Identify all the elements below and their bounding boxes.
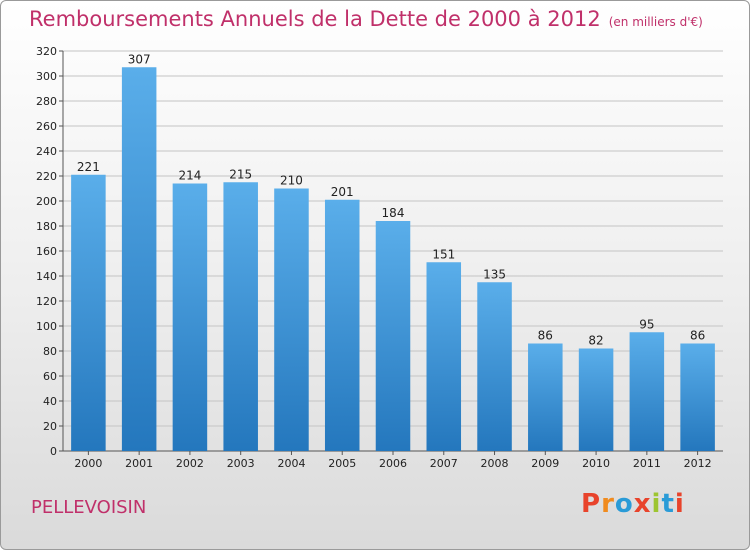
x-tick-label: 2008 <box>481 457 509 470</box>
bar <box>426 262 462 451</box>
logo-letter: o <box>614 489 634 519</box>
bar <box>528 343 563 451</box>
y-tick-label: 200 <box>36 195 57 208</box>
data-label: 221 <box>77 160 100 174</box>
x-tick-label: 2005 <box>328 457 356 470</box>
bar <box>324 199 360 451</box>
y-tick-label: 320 <box>36 45 57 58</box>
title-unit: (en milliers d'€) <box>608 15 703 29</box>
x-tick-label: 2000 <box>74 457 102 470</box>
bar <box>223 182 258 451</box>
x-tick-label: 2006 <box>379 457 407 470</box>
x-tick-label: 2007 <box>430 457 458 470</box>
y-tick-label: 40 <box>43 395 57 408</box>
bar <box>375 221 411 451</box>
data-label: 151 <box>432 247 455 261</box>
data-label: 184 <box>382 206 405 220</box>
logo-letter: r <box>601 489 615 519</box>
bar <box>477 282 512 451</box>
x-tick-label: 2012 <box>684 457 712 470</box>
bar <box>172 183 208 451</box>
x-tick-label: 2002 <box>176 457 204 470</box>
y-tick-label: 260 <box>36 120 57 133</box>
bar <box>629 332 665 451</box>
x-tick-label: 2009 <box>531 457 559 470</box>
y-tick-label: 280 <box>36 95 57 108</box>
title-text: Remboursements Annuels de la Dette de 20… <box>29 7 601 31</box>
logo-letter: i <box>651 489 662 519</box>
x-tick-label: 2004 <box>277 457 305 470</box>
data-label: 215 <box>229 167 252 181</box>
data-label: 214 <box>178 169 201 183</box>
y-tick-label: 80 <box>43 345 57 358</box>
logo-letter: x <box>633 489 652 519</box>
y-tick-label: 300 <box>36 70 57 83</box>
town-name: PELLEVOISIN <box>31 497 147 518</box>
bar <box>121 67 157 451</box>
logo-letter: t <box>661 489 675 519</box>
logo-letter: i <box>674 489 685 519</box>
chart-title: Remboursements Annuels de la Dette de 20… <box>29 7 703 31</box>
y-tick-label: 240 <box>36 145 57 158</box>
data-label: 82 <box>588 334 603 348</box>
x-tick-label: 2003 <box>227 457 255 470</box>
y-tick-label: 120 <box>36 295 57 308</box>
data-label: 95 <box>639 317 654 331</box>
bar <box>71 174 106 451</box>
y-tick-label: 140 <box>36 270 57 283</box>
data-label: 135 <box>483 267 506 281</box>
y-tick-label: 60 <box>43 370 57 383</box>
data-label: 86 <box>690 329 705 343</box>
data-label: 210 <box>280 174 303 188</box>
bar <box>274 188 309 451</box>
logo-letter: P <box>581 489 602 519</box>
bar <box>680 343 715 451</box>
proxiti-logo[interactable]: Proxiti <box>581 489 685 519</box>
y-tick-label: 220 <box>36 170 57 183</box>
bar <box>578 348 614 451</box>
data-label: 201 <box>331 185 354 199</box>
y-tick-label: 160 <box>36 245 57 258</box>
data-label: 86 <box>538 329 553 343</box>
x-tick-label: 2001 <box>125 457 153 470</box>
x-tick-label: 2010 <box>582 457 610 470</box>
data-label: 307 <box>128 52 151 66</box>
y-tick-label: 0 <box>50 445 57 458</box>
y-tick-label: 20 <box>43 420 57 433</box>
y-tick-label: 100 <box>36 320 57 333</box>
x-tick-label: 2011 <box>633 457 661 470</box>
y-tick-label: 180 <box>36 220 57 233</box>
